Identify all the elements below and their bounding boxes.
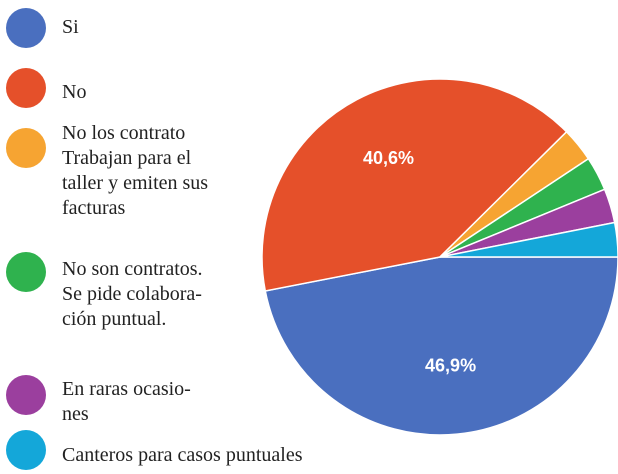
pie-slice <box>261 78 568 292</box>
legend-item: Canteros para casos puntuales <box>6 430 303 470</box>
legend-label: Canteros para casos puntuales <box>62 444 303 466</box>
legend-label: No los contrato Trabajan para el taller y … <box>62 122 208 219</box>
legend-item: No son contratos. Se pide colabora-ción p… <box>6 252 203 330</box>
legend-label: Si <box>62 16 79 38</box>
legend-item: En raras ocasio-nes <box>6 375 191 425</box>
value-label: 46,9% <box>425 356 476 376</box>
legend-item: Si <box>6 8 79 48</box>
legend-item: No los contrato Trabajan para el taller y … <box>6 122 208 219</box>
legend-label: No <box>62 81 86 103</box>
legend-swatch <box>6 375 46 415</box>
legend-item: No <box>6 68 86 108</box>
pie-slice <box>264 256 618 436</box>
legend-swatch <box>6 128 46 168</box>
value-label: 40,6% <box>363 148 414 168</box>
legend-label: No son contratos. Se pide colabora-ción p… <box>62 258 203 330</box>
legend-swatch <box>6 68 46 108</box>
legend-swatch <box>6 430 46 470</box>
legend-swatch <box>6 252 46 292</box>
legend-swatch <box>6 8 46 48</box>
legend-label: En raras ocasio-nes <box>62 378 191 425</box>
